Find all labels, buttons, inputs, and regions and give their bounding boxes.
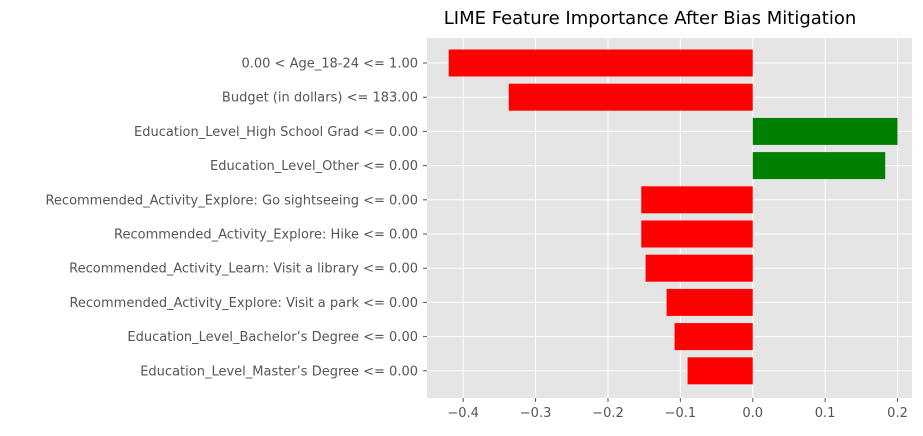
- x-tick-label: 0.2: [887, 406, 908, 421]
- bar: [641, 220, 753, 248]
- x-tick-label: −0.2: [592, 406, 624, 421]
- x-tick-label: −0.1: [665, 406, 697, 421]
- category-label: Education_Level_High School Grad <= 0.00: [134, 125, 418, 140]
- chart-title: LIME Feature Importance After Bias Mitig…: [444, 8, 857, 29]
- category-label: Recommended_Activity_Explore: Go sightse…: [45, 193, 418, 208]
- bar: [687, 357, 753, 385]
- bar: [645, 254, 753, 282]
- category-label: Education_Level_Other <= 0.00: [210, 159, 418, 174]
- category-label: Education_Level_Bachelor’s Degree <= 0.0…: [127, 330, 418, 345]
- x-tick-labels: −0.4 −0.3 −0.2 −0.1 0.0 0.1 0.2: [447, 398, 908, 421]
- bar: [752, 117, 898, 145]
- category-label: Education_Level_Master’s Degree <= 0.00: [140, 364, 418, 379]
- category-label: Budget (in dollars) <= 183.00: [222, 91, 418, 106]
- x-tick-label: −0.4: [447, 406, 479, 421]
- category-label: 0.00 < Age_18-24 <= 1.00: [241, 57, 418, 72]
- bar: [666, 288, 753, 316]
- x-tick-label: 0.1: [815, 406, 836, 421]
- x-tick-label: 0.0: [742, 406, 763, 421]
- category-label: Recommended_Activity_Learn: Visit a libr…: [69, 262, 418, 277]
- bar: [641, 186, 753, 214]
- bars: [448, 49, 898, 385]
- bar: [448, 49, 753, 77]
- category-label: Recommended_Activity_Explore: Visit a pa…: [69, 296, 418, 311]
- bar: [508, 83, 753, 111]
- category-labels: 0.00 < Age_18-24 <= 1.00 Budget (in dolla…: [45, 57, 427, 379]
- x-tick-label: −0.3: [520, 406, 552, 421]
- bar: [674, 323, 753, 351]
- category-label: Recommended_Activity_Explore: Hike <= 0.…: [114, 228, 418, 243]
- bar: [752, 152, 886, 180]
